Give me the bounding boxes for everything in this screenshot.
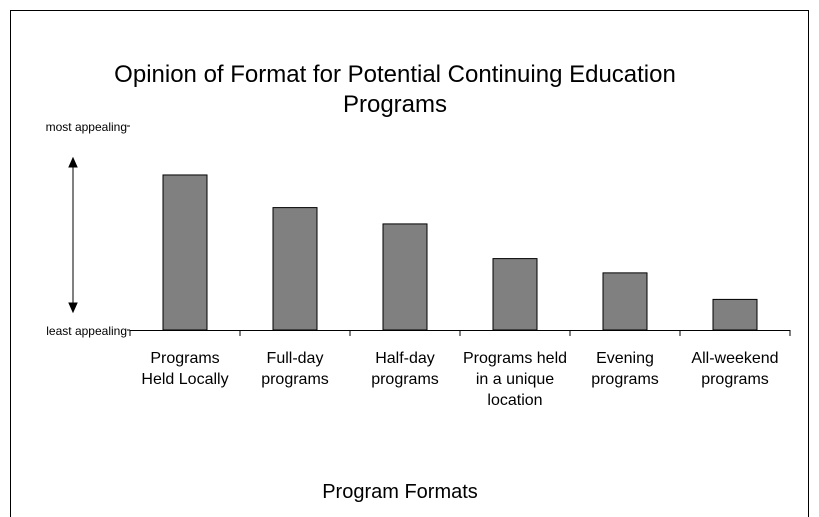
x-axis-title: Program Formats — [322, 481, 478, 503]
x-tick-label: All-weekend programs — [691, 350, 779, 388]
appeal-arrow — [68, 156, 78, 314]
bar — [712, 298, 758, 331]
y-tick-label: least appealing — [46, 324, 127, 338]
y-tick-label: most appealing — [46, 120, 127, 134]
bar — [602, 272, 648, 331]
x-tick-label: Programs held in a unique location — [462, 350, 568, 409]
x-tick-label: Half-day programs — [371, 350, 439, 388]
x-tick-label: Programs Held Locally — [141, 350, 229, 388]
chart-title: Opinion of Format for Potential Continui… — [114, 61, 676, 118]
bar — [162, 174, 208, 331]
bar — [382, 223, 428, 331]
bar — [492, 258, 538, 331]
x-tick-label: Full-day programs — [261, 350, 329, 388]
x-tick-label: Evening programs — [591, 350, 659, 388]
bar — [272, 207, 318, 331]
chart-border — [10, 10, 809, 517]
